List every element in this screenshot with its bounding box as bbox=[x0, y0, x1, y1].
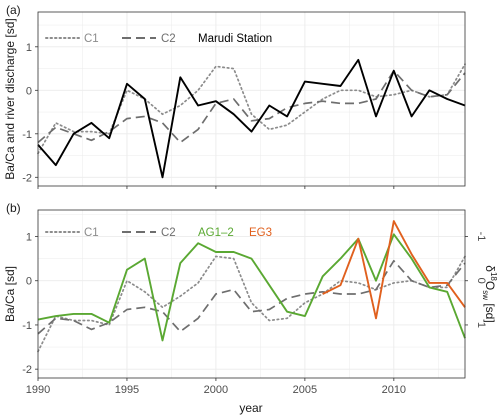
panel-a-y-ticks: -2 -1 0 1 bbox=[22, 42, 38, 184]
panel-b-y-axis-title: Ba/Ca [sd] bbox=[3, 266, 17, 322]
y-tick-label: 1 bbox=[26, 232, 32, 244]
panel-a-grid bbox=[37, 12, 465, 186]
legend-c1-label: C1 bbox=[84, 33, 99, 45]
legend-marudi-label: Marudi Station bbox=[198, 33, 272, 45]
panel-b-y-ticks: -2 -1 0 1 bbox=[22, 232, 38, 376]
panel-a-frame bbox=[37, 11, 466, 187]
y-tick-label: -1 bbox=[22, 129, 32, 141]
y2-tick-label: 1 bbox=[475, 322, 487, 328]
panel-b-label: (b) bbox=[6, 201, 21, 215]
series-line-c2 bbox=[37, 259, 466, 335]
legend-c2-label: C2 bbox=[161, 33, 176, 45]
panel-b-x-ticks: 1990 1995 2000 2005 2010 bbox=[26, 378, 406, 396]
y-tick-label: -2 bbox=[22, 364, 32, 376]
panel-a: (a) -2 -1 0 1 Ba/Ca and river discharge [sd… bbox=[3, 3, 466, 189]
panel-b-y2-ticks: -1 0 1 bbox=[465, 232, 487, 328]
panel-b-y2-axis-title: δ18Osw [sd] bbox=[481, 265, 498, 322]
y-tick-label: 0 bbox=[26, 276, 32, 288]
series-line-eg bbox=[322, 220, 466, 320]
panel-a-x-ticks bbox=[37, 186, 395, 189]
y2-tick-label: -1 bbox=[475, 232, 487, 242]
legend-ag-label: AG1–2 bbox=[198, 227, 234, 239]
panel-b-grid bbox=[37, 210, 465, 378]
x-axis-title: year bbox=[239, 401, 262, 415]
panel-a-series bbox=[37, 58, 466, 179]
y-tick-label: 0 bbox=[26, 85, 32, 97]
panel-b-series bbox=[37, 220, 466, 353]
panel-a-label: (a) bbox=[6, 3, 21, 17]
panel-b: (b) -2 -1 0 1 -1 0 1 1990 1995 2000 2005 2010 Ba/… bbox=[3, 201, 498, 396]
series-line-c1 bbox=[37, 63, 466, 155]
panel-a-legend: C1 C2 Marudi Station bbox=[45, 33, 272, 45]
y-tick-label: 1 bbox=[26, 42, 32, 54]
panel-b-legend: C1 C2 AG1–2 EG3 bbox=[45, 227, 272, 239]
series-line-ag bbox=[37, 233, 466, 342]
legend-eg-label: EG3 bbox=[249, 227, 272, 239]
x-tick-label: 1995 bbox=[115, 384, 139, 396]
panel-b-frame bbox=[37, 209, 466, 379]
x-tick-label: 1990 bbox=[26, 384, 50, 396]
y2-tick-label: 0 bbox=[475, 278, 487, 284]
x-tick-label: 2005 bbox=[293, 384, 317, 396]
x-tick-label: 2010 bbox=[382, 384, 406, 396]
panel-a-y-axis-title: Ba/Ca and river discharge [sd] bbox=[3, 18, 17, 179]
y-tick-label: -1 bbox=[22, 320, 32, 332]
series-line-marudi bbox=[37, 58, 466, 179]
legend-b-c1-label: C1 bbox=[84, 227, 99, 239]
legend-b-c2-label: C2 bbox=[161, 227, 176, 239]
series-line-c1 bbox=[37, 255, 466, 353]
x-tick-label: 2000 bbox=[204, 384, 228, 396]
y-tick-label: -2 bbox=[22, 172, 32, 184]
